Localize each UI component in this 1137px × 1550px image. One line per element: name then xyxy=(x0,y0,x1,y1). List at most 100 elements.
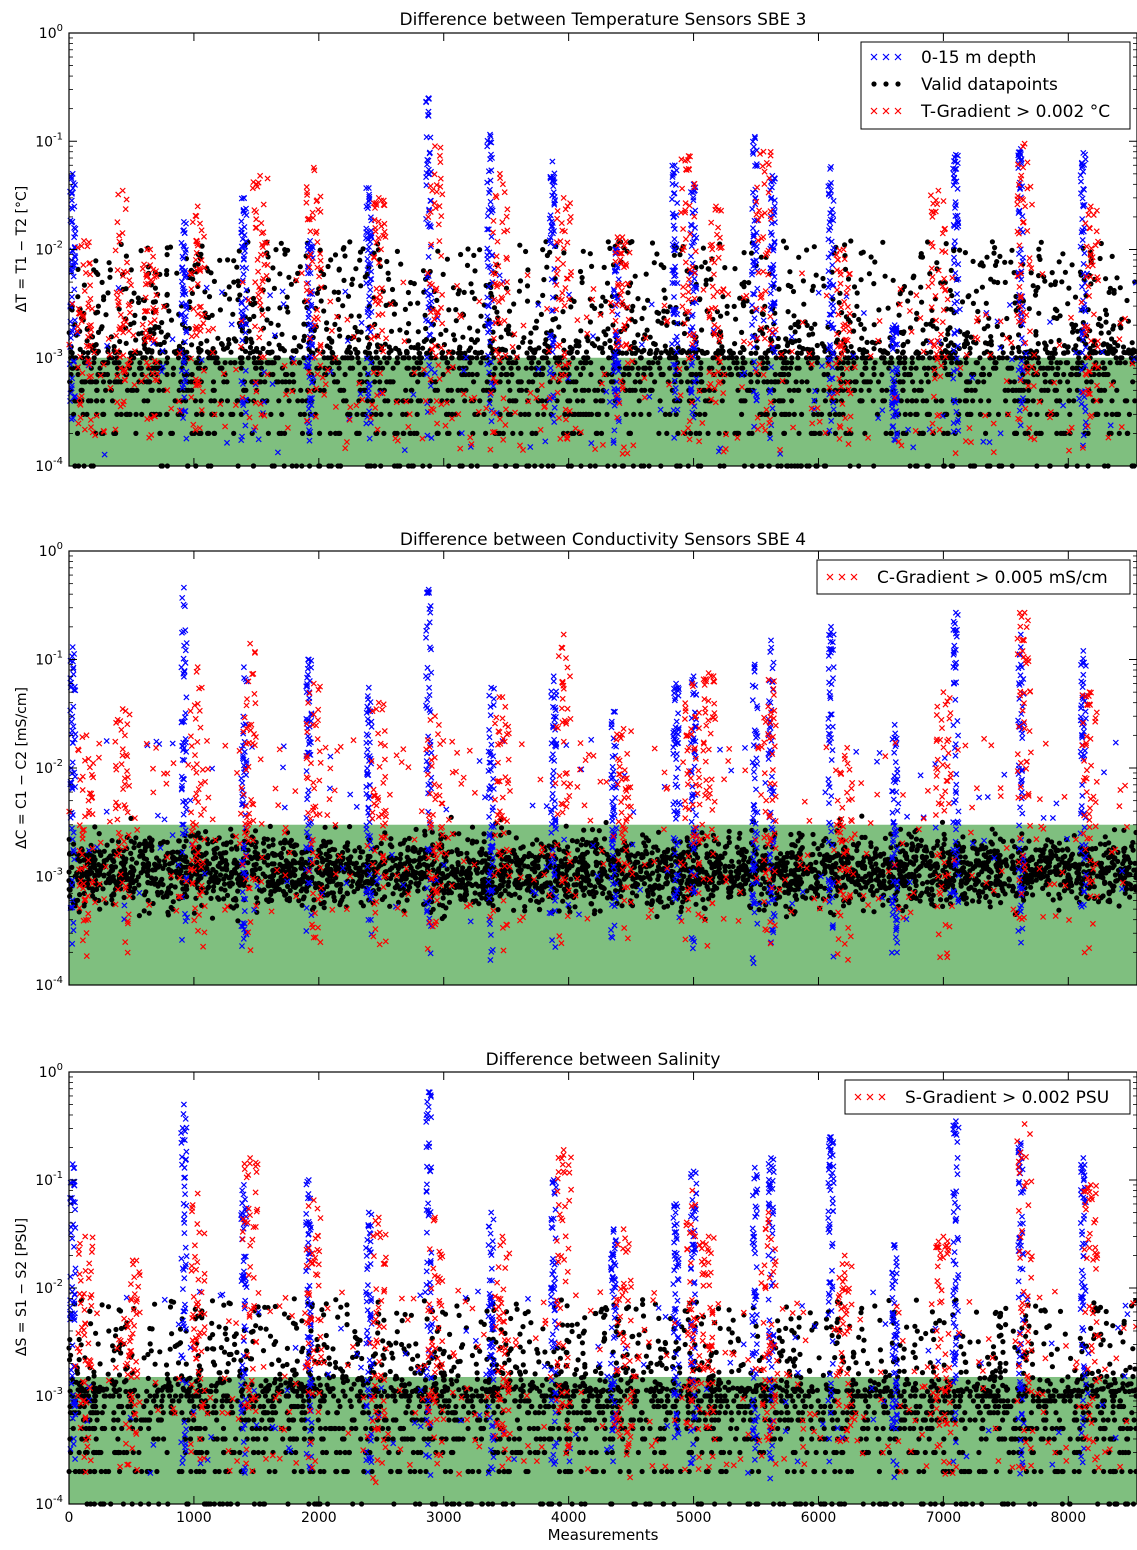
valid-point xyxy=(533,371,539,378)
gradient-point xyxy=(560,260,567,267)
valid-point xyxy=(478,313,484,319)
valid-point xyxy=(1045,350,1051,356)
valid-point xyxy=(1004,355,1010,361)
gradient-point xyxy=(112,247,119,254)
valid-point xyxy=(632,273,638,279)
valid-point xyxy=(353,266,359,272)
valid-point xyxy=(1122,398,1128,404)
valid-point xyxy=(510,430,516,436)
valid-point xyxy=(238,411,244,417)
gradient-point xyxy=(344,316,351,323)
valid-point xyxy=(943,336,949,342)
valid-point xyxy=(324,320,330,326)
valid-point xyxy=(945,430,951,436)
valid-point xyxy=(503,285,510,291)
gradient-point xyxy=(680,292,687,299)
valid-point xyxy=(635,365,642,371)
gradient-point xyxy=(113,332,120,339)
valid-point xyxy=(854,290,860,296)
valid-point xyxy=(391,311,397,317)
valid-point xyxy=(1100,371,1106,378)
valid-point xyxy=(702,398,709,404)
valid-point xyxy=(648,371,654,378)
gradient-peak xyxy=(496,170,503,177)
gradient-point xyxy=(259,311,266,318)
valid-point xyxy=(729,355,735,361)
gradient-point xyxy=(997,318,1004,325)
depth-peak xyxy=(1080,149,1087,156)
depth-point xyxy=(71,286,78,293)
gradient-point xyxy=(686,332,693,339)
valid-point xyxy=(902,355,908,361)
valid-point xyxy=(322,365,328,371)
valid-point xyxy=(469,355,475,361)
valid-point xyxy=(928,349,934,355)
valid-point xyxy=(632,319,638,325)
valid-point xyxy=(924,398,930,404)
valid-point xyxy=(785,282,791,288)
valid-point xyxy=(133,411,139,417)
valid-point xyxy=(1048,339,1054,345)
valid-point xyxy=(785,309,791,315)
gradient-point xyxy=(303,183,310,191)
valid-point xyxy=(444,360,450,366)
valid-point xyxy=(234,264,240,270)
valid-point xyxy=(277,271,283,277)
gradient-point xyxy=(476,298,483,305)
valid-point xyxy=(673,355,679,361)
valid-point xyxy=(94,398,100,404)
valid-point xyxy=(730,350,737,356)
valid-point xyxy=(1045,387,1051,393)
valid-point xyxy=(1002,279,1008,285)
valid-point xyxy=(247,344,254,350)
valid-point xyxy=(407,430,413,436)
valid-point xyxy=(523,248,529,255)
valid-point xyxy=(198,430,204,436)
gradient-point xyxy=(436,152,443,159)
valid-point xyxy=(607,245,613,251)
valid-point xyxy=(362,365,368,371)
gradient-point xyxy=(680,283,687,291)
valid-point xyxy=(1116,430,1122,436)
valid-point xyxy=(986,411,992,417)
valid-point xyxy=(79,387,85,393)
depth-point xyxy=(751,315,758,322)
valid-point xyxy=(1036,310,1042,316)
valid-point xyxy=(964,387,971,393)
valid-point xyxy=(528,365,535,371)
valid-point xyxy=(710,355,716,361)
valid-point xyxy=(796,254,802,260)
valid-point xyxy=(500,430,506,436)
valid-point xyxy=(212,430,218,436)
valid-point xyxy=(972,387,978,393)
valid-point xyxy=(262,379,268,385)
valid-point xyxy=(510,349,516,355)
valid-point xyxy=(100,411,106,417)
valid-point xyxy=(542,341,548,347)
gradient-point xyxy=(427,182,434,190)
valid-point xyxy=(900,430,906,436)
valid-point xyxy=(422,312,428,318)
valid-point xyxy=(472,296,478,302)
gradient-point xyxy=(685,288,692,296)
valid-point xyxy=(588,360,594,366)
valid-point xyxy=(605,326,611,332)
valid-point xyxy=(821,371,827,378)
valid-point xyxy=(882,273,888,279)
valid-point xyxy=(213,360,219,366)
valid-point xyxy=(224,398,231,404)
gradient-point xyxy=(772,326,779,333)
valid-point xyxy=(788,360,795,366)
valid-point xyxy=(680,348,687,354)
gradient-point xyxy=(316,273,323,280)
valid-point xyxy=(1117,360,1123,366)
valid-point xyxy=(787,269,793,275)
valid-point xyxy=(789,355,795,361)
gradient-point xyxy=(715,224,722,231)
valid-point xyxy=(718,313,724,319)
valid-point xyxy=(949,355,956,361)
valid-datapoints xyxy=(66,238,1137,469)
gradient-point xyxy=(433,188,440,195)
gradient-point xyxy=(378,223,385,230)
valid-point xyxy=(1069,365,1076,371)
